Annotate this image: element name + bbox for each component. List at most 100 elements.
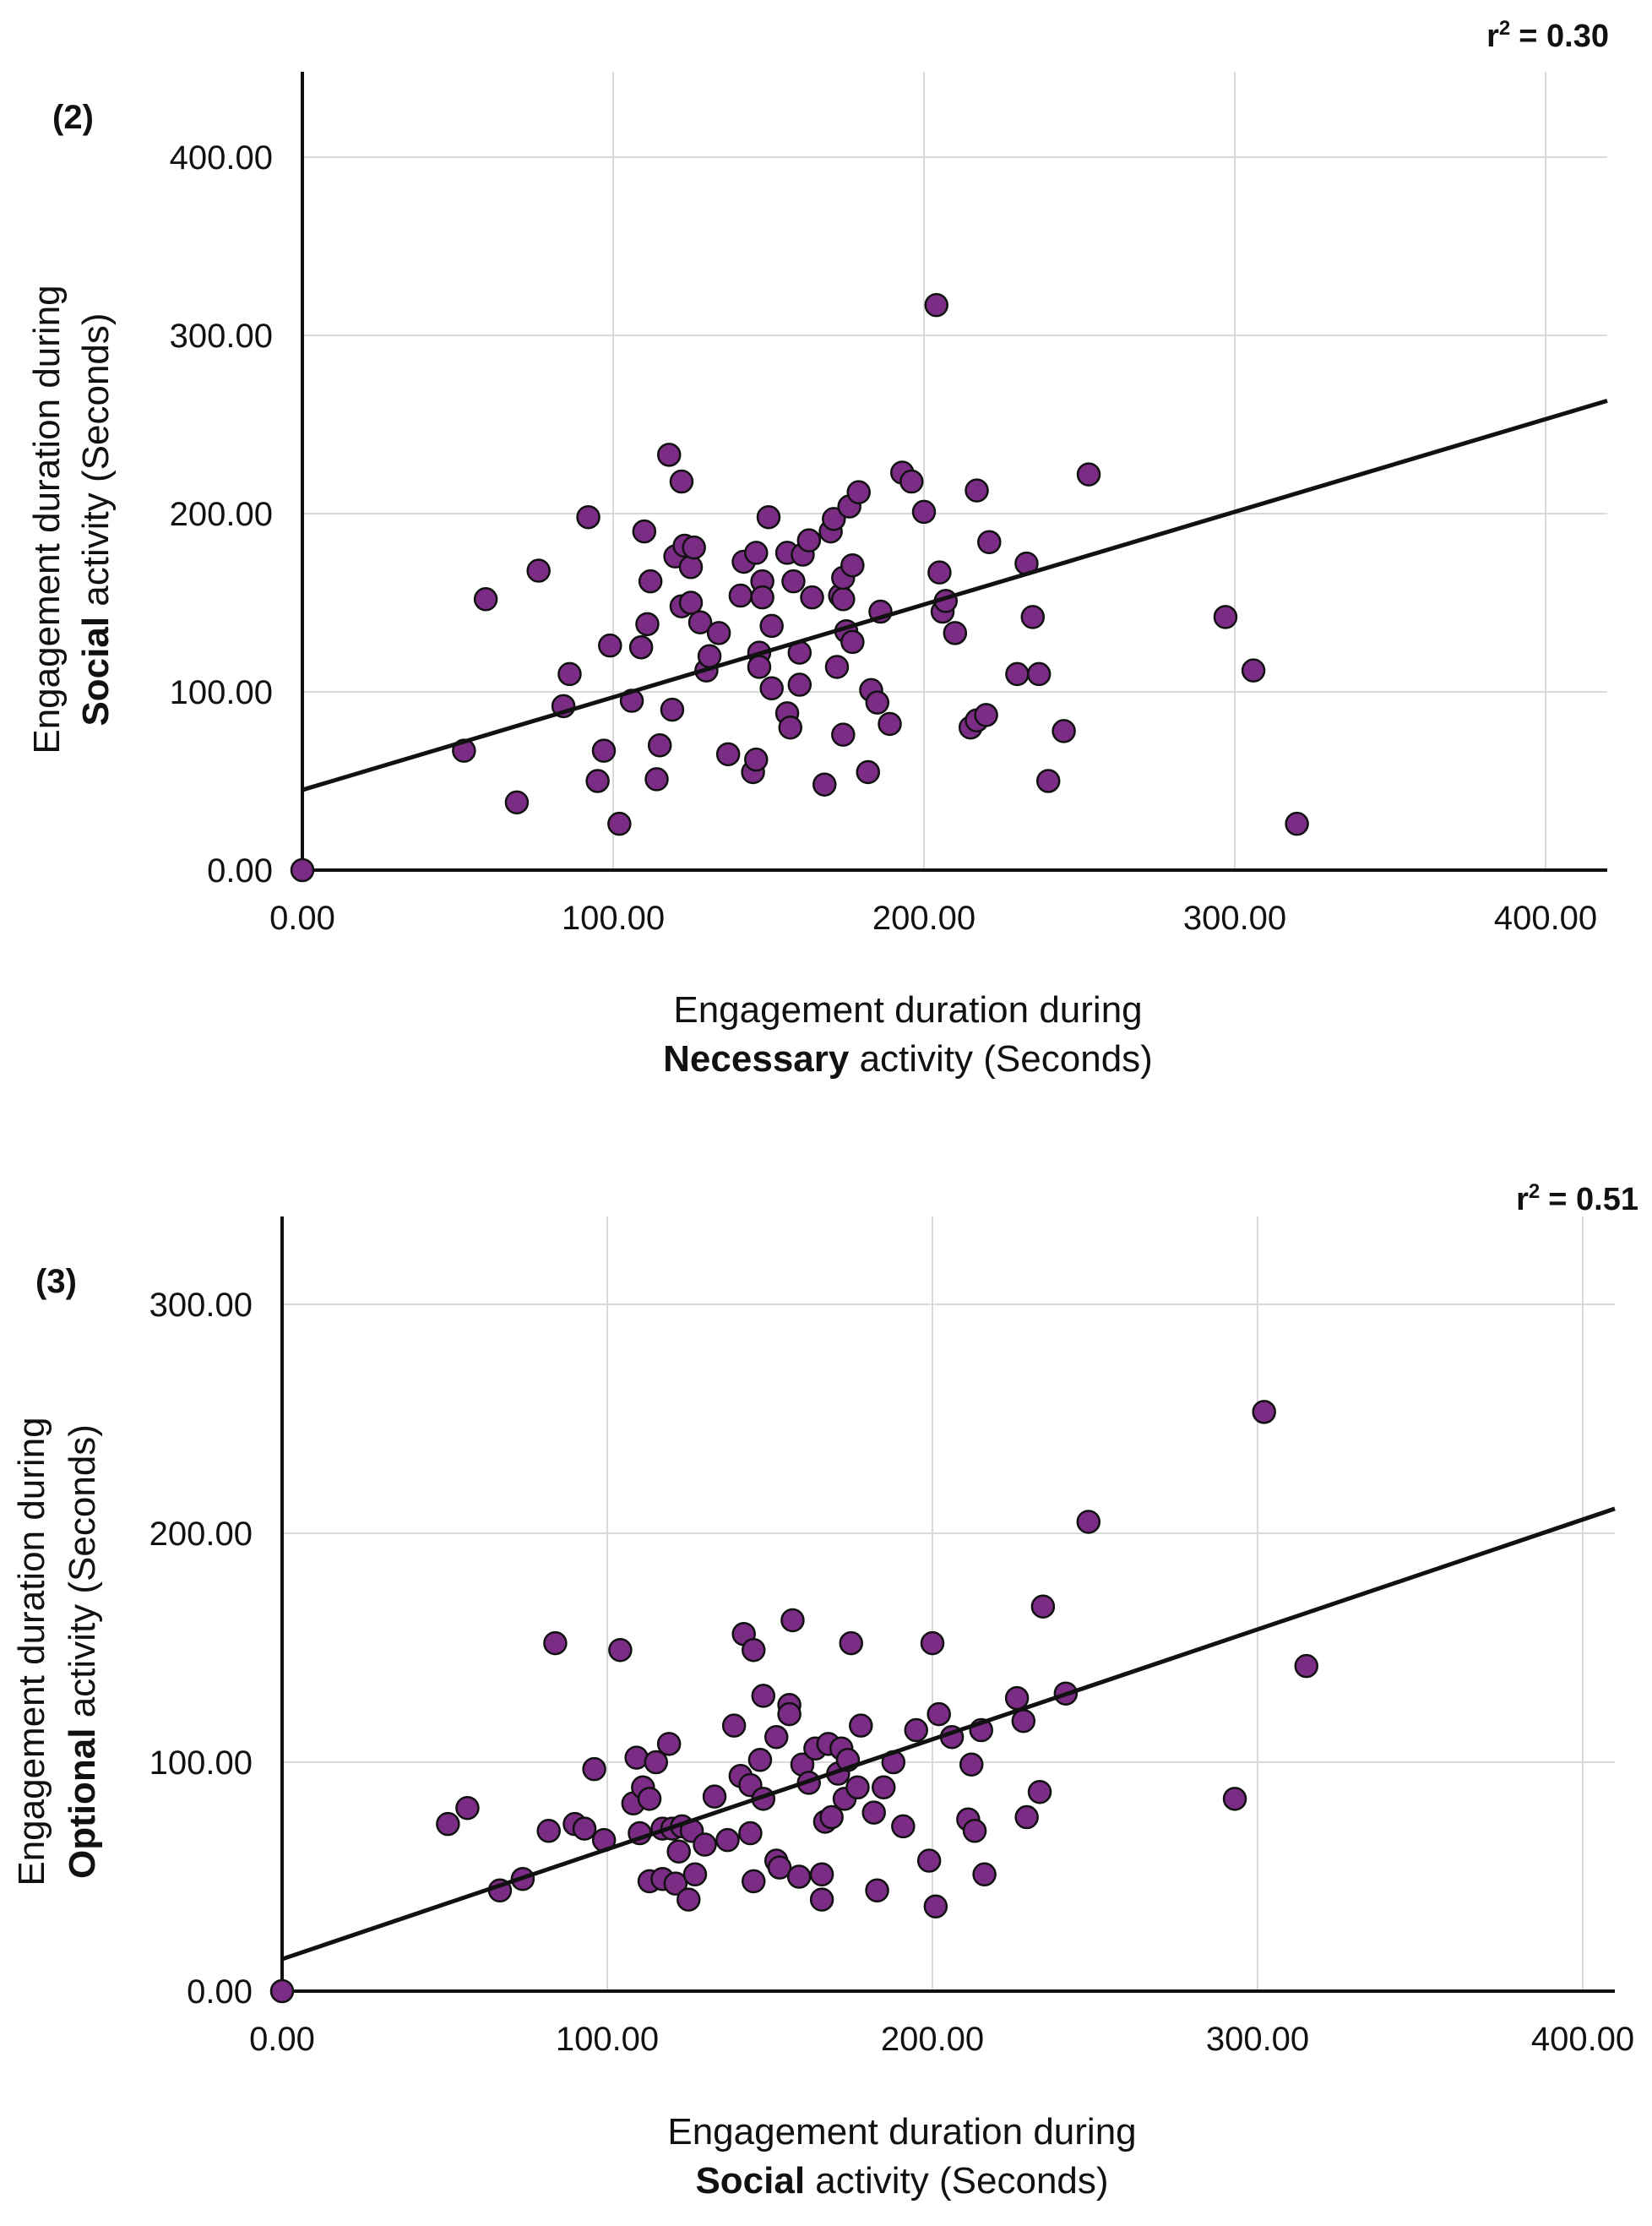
data-point <box>916 1848 942 1873</box>
x-tick-label: 100.00 <box>562 900 665 937</box>
data-point <box>756 504 781 530</box>
data-point <box>1020 605 1046 629</box>
panel-label: (3) <box>35 1263 77 1300</box>
y-tick-label: 200.00 <box>149 1516 253 1553</box>
data-point <box>845 1775 870 1800</box>
data-point <box>840 629 865 655</box>
y-tick-label: 300.00 <box>170 318 273 355</box>
data-point <box>608 1637 633 1663</box>
panel-label: (2) <box>52 99 94 136</box>
regression-line-path <box>302 399 1608 792</box>
data-point <box>965 478 989 503</box>
data-point <box>943 621 968 645</box>
data-point <box>1076 1510 1101 1534</box>
data-point <box>706 621 731 645</box>
data-point <box>504 790 530 815</box>
x-axis-title-line2: Social activity (Seconds) <box>695 2160 1108 2202</box>
y-tick-labels: 0.00 100.00 200.00 300.00 <box>149 1287 253 2011</box>
data-point <box>663 1871 688 1896</box>
data-point <box>786 1864 812 1889</box>
data-point <box>911 499 937 525</box>
data-point <box>750 585 774 610</box>
data-point <box>809 1887 834 1912</box>
data-point <box>557 661 582 687</box>
data-point <box>591 738 617 763</box>
data-point <box>831 722 856 747</box>
data-point <box>536 1819 561 1843</box>
x-axis-title-line2: Necessary activity (Seconds) <box>663 1038 1153 1080</box>
x-tick-label: 300.00 <box>1183 900 1286 937</box>
data-point <box>473 587 498 612</box>
data-point <box>742 1869 766 1894</box>
data-point <box>972 1862 997 1887</box>
data-point <box>682 535 706 560</box>
data-point <box>687 610 713 634</box>
data-point <box>1241 658 1266 683</box>
data-point <box>959 1752 984 1777</box>
data-point <box>812 772 837 797</box>
data-point <box>728 583 753 608</box>
x-axis-title-line1: Engagement duration during <box>673 989 1142 1031</box>
data-point <box>831 587 856 612</box>
regression-line-path <box>281 1506 1616 1962</box>
data-point <box>849 1713 873 1738</box>
data-point <box>777 1701 802 1727</box>
data-point <box>682 1862 708 1887</box>
data-point <box>656 1732 682 1756</box>
data-point <box>572 1816 597 1841</box>
data-point <box>455 1795 480 1821</box>
y-tick-label: 300.00 <box>149 1287 253 1324</box>
regression-line <box>281 1506 1616 1962</box>
y-tick-label: 100.00 <box>149 1744 253 1782</box>
data-point <box>899 469 924 494</box>
data-point <box>543 1630 568 1656</box>
data-point <box>904 1717 928 1743</box>
data-point <box>846 480 871 504</box>
data-point <box>780 1608 805 1633</box>
x-tick-label: 300.00 <box>1206 2021 1309 2058</box>
data-point <box>436 1811 460 1837</box>
y-axis-title-line1: Engagement duration during <box>11 1417 52 1886</box>
axes <box>280 1216 1615 1993</box>
data-point <box>598 633 622 658</box>
y-axis-title-line2: Optional activity (Seconds) <box>62 1424 103 1879</box>
data-point <box>635 612 660 637</box>
data-point <box>800 585 824 610</box>
data-point <box>767 1855 792 1880</box>
y-tick-label: 0.00 <box>207 852 273 890</box>
data-point <box>647 733 672 758</box>
scatter-chart-social-vs-necessary: 0.00 100.00 200.00 300.00 400.00 0.00 100.00 2… <box>26 17 1609 1080</box>
data-point <box>865 1878 889 1903</box>
data-point <box>1027 1779 1052 1804</box>
data-point <box>839 1630 863 1656</box>
data-point <box>526 558 551 583</box>
data-point <box>927 560 952 585</box>
data-point <box>796 528 822 552</box>
data-point <box>927 1701 951 1727</box>
data-point <box>1076 462 1101 487</box>
data-point <box>678 591 704 615</box>
data-point <box>809 1862 834 1887</box>
data-point <box>678 555 704 580</box>
data-point <box>872 1775 896 1800</box>
data-point <box>290 857 315 883</box>
y-axis-title-line1: Engagement duration during <box>26 285 68 754</box>
data-point <box>840 552 865 578</box>
data-point <box>759 676 784 701</box>
data-point <box>977 530 1002 555</box>
data-point <box>962 1819 987 1843</box>
data-point <box>1222 1787 1247 1811</box>
data-point <box>1005 661 1030 687</box>
data-point <box>666 1839 691 1864</box>
data-points <box>269 1400 1318 2004</box>
data-point <box>1030 1594 1056 1619</box>
y-tick-label: 400.00 <box>170 139 273 177</box>
data-point <box>878 711 902 737</box>
x-tick-label: 200.00 <box>881 2021 984 2058</box>
x-tick-label: 400.00 <box>1494 900 1597 937</box>
data-point <box>1285 811 1309 836</box>
data-point <box>656 443 682 467</box>
y-tick-label: 100.00 <box>170 674 273 711</box>
data-point <box>891 1814 916 1839</box>
